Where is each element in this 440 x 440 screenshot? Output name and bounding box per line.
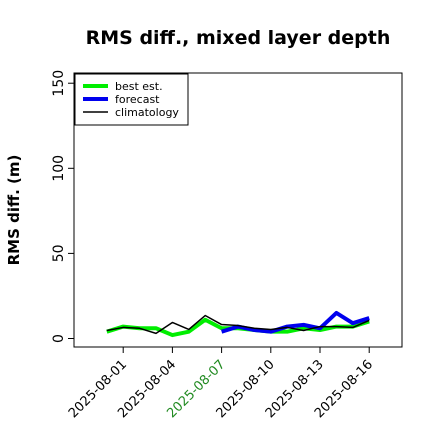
data-line [106, 314, 370, 335]
y-tick-label: 100 [51, 155, 67, 182]
plot-frame [73, 72, 403, 348]
data-line [221, 310, 370, 334]
legend-label: forecast [115, 93, 160, 106]
legend-label: best est. [115, 80, 163, 93]
y-axis-label: RMS diff. (m) [5, 155, 23, 266]
y-tick-label: 0 [51, 334, 67, 343]
y-tick-label: 150 [51, 70, 67, 97]
y-tick-label: 50 [51, 244, 67, 262]
chart-title: RMS diff., mixed layer depth [86, 27, 391, 49]
legend-label: climatology [115, 106, 179, 119]
